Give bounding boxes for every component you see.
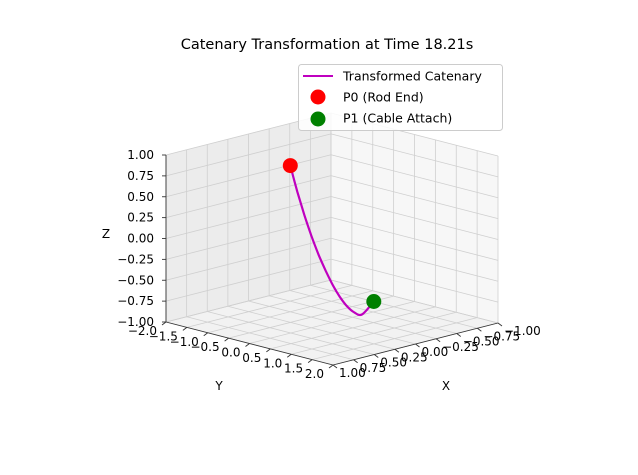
legend-marker-p0 xyxy=(310,89,326,105)
legend-marker-p1 xyxy=(310,111,326,127)
z-tick-label: 0.75 xyxy=(127,169,154,183)
x-tick-mark xyxy=(394,348,400,353)
x-tick-label: 0.50 xyxy=(380,356,407,370)
y-tick-mark xyxy=(224,337,229,342)
y-tick-mark xyxy=(161,321,167,326)
x-tick-mark xyxy=(435,338,441,343)
z-tick-label: 0.50 xyxy=(127,190,154,204)
grid-line-z-xwall xyxy=(330,216,499,261)
grid-line-z-ywall xyxy=(165,258,332,302)
z-tick-label: 0.25 xyxy=(127,211,154,225)
y-tick-mark xyxy=(286,353,292,358)
grid-line-z-ywall xyxy=(165,216,332,260)
x-tick-label: 0.00 xyxy=(422,345,449,359)
y-tick-mark xyxy=(182,327,188,331)
grid-line-z-xwall xyxy=(330,258,499,303)
z-tick-label: −1.00 xyxy=(117,315,154,329)
x-axis-label: X xyxy=(442,379,450,393)
grid-line-z-xwall xyxy=(330,279,499,324)
x-tick-label: 0.75 xyxy=(360,361,387,375)
legend-frame xyxy=(298,64,503,131)
grid-line-z-ywall xyxy=(165,154,332,198)
grid-line-y-floor xyxy=(228,295,394,339)
grid-line-y-floor xyxy=(249,301,415,344)
y-tick-label: 1.0 xyxy=(263,356,282,370)
z-tick-label: −0.50 xyxy=(117,273,154,287)
legend-label-p1: P1 (Cable Attach) xyxy=(343,111,452,126)
y-tick-label: 0.0 xyxy=(221,346,240,360)
x-tick-mark xyxy=(456,333,462,337)
y-tick-label: 1.5 xyxy=(284,362,303,376)
y-tick-mark xyxy=(266,348,271,353)
x-tick-label: −0.75 xyxy=(483,329,520,343)
point-p1-cable-attach xyxy=(366,294,382,309)
z-tick-label: 1.00 xyxy=(127,148,154,162)
y-tick-label: −1.0 xyxy=(170,335,199,349)
x-tick-mark xyxy=(373,354,379,358)
grid-line-z-xwall xyxy=(330,175,499,220)
grid-line-z-xwall xyxy=(330,133,499,178)
y-tick-mark xyxy=(245,343,250,347)
axes-panes xyxy=(166,113,498,365)
y-tick-mark xyxy=(328,364,334,369)
grid-line-z-ywall xyxy=(165,175,332,219)
z-tick-label: −0.25 xyxy=(117,252,154,266)
grid-line-y-floor xyxy=(186,284,352,328)
legend-label-p0: P0 (Rod End) xyxy=(343,90,424,105)
data-series xyxy=(282,158,382,317)
y-tick-label: 2.0 xyxy=(305,367,324,381)
y-tick-label: −2.0 xyxy=(128,324,157,338)
x-tick-label: −1.00 xyxy=(504,324,541,338)
grid-line-z-ywall xyxy=(165,133,332,177)
series-line-catenary xyxy=(289,165,375,317)
grid-line-y-floor xyxy=(270,306,436,350)
y-tick-mark xyxy=(307,359,313,363)
grid-line-y-floor xyxy=(312,317,478,361)
z-axis-label: Z xyxy=(102,227,110,241)
x-tick-label: −0.25 xyxy=(442,340,479,354)
x-tick-label: 1.00 xyxy=(339,366,366,380)
y-tick-label: −1.5 xyxy=(149,329,178,343)
legend: Transformed Catenary P0 (Rod End) P1 (Ca… xyxy=(298,64,503,131)
x-tick-mark xyxy=(332,364,338,369)
grid-line-y-floor xyxy=(291,311,457,355)
y-tick-label: −0.5 xyxy=(190,340,219,354)
x-tick-mark xyxy=(353,359,358,364)
z-tick-label: 0.00 xyxy=(127,232,154,246)
grid-line-z-ywall xyxy=(165,279,332,323)
x-tick-label: 0.25 xyxy=(401,350,428,364)
x-tick-label: −0.50 xyxy=(463,335,500,349)
chart-title: Catenary Transformation at Time 18.21s xyxy=(181,37,474,53)
grid-line-z-ywall xyxy=(165,237,332,281)
x-tick-mark xyxy=(415,343,420,348)
z-tick-label: −0.75 xyxy=(117,294,154,308)
y-tick-label: 0.5 xyxy=(242,351,261,365)
grid-line-y-floor xyxy=(207,290,373,334)
grid-line-z-ywall xyxy=(165,196,332,239)
grid-line-z-xwall xyxy=(330,237,499,282)
grid-line-z-xwall xyxy=(330,154,499,199)
x-tick-mark xyxy=(497,322,503,327)
point-p0-rod-end xyxy=(282,158,298,174)
legend-label-catenary: Transformed Catenary xyxy=(342,69,482,84)
x-tick-mark xyxy=(477,327,482,332)
y-tick-mark xyxy=(203,332,209,337)
y-axis-label: Y xyxy=(214,379,223,393)
grid-line-z-xwall xyxy=(330,196,499,240)
tick-labels: −1.00−0.75−0.50−0.250.000.250.500.751.00… xyxy=(117,148,541,381)
